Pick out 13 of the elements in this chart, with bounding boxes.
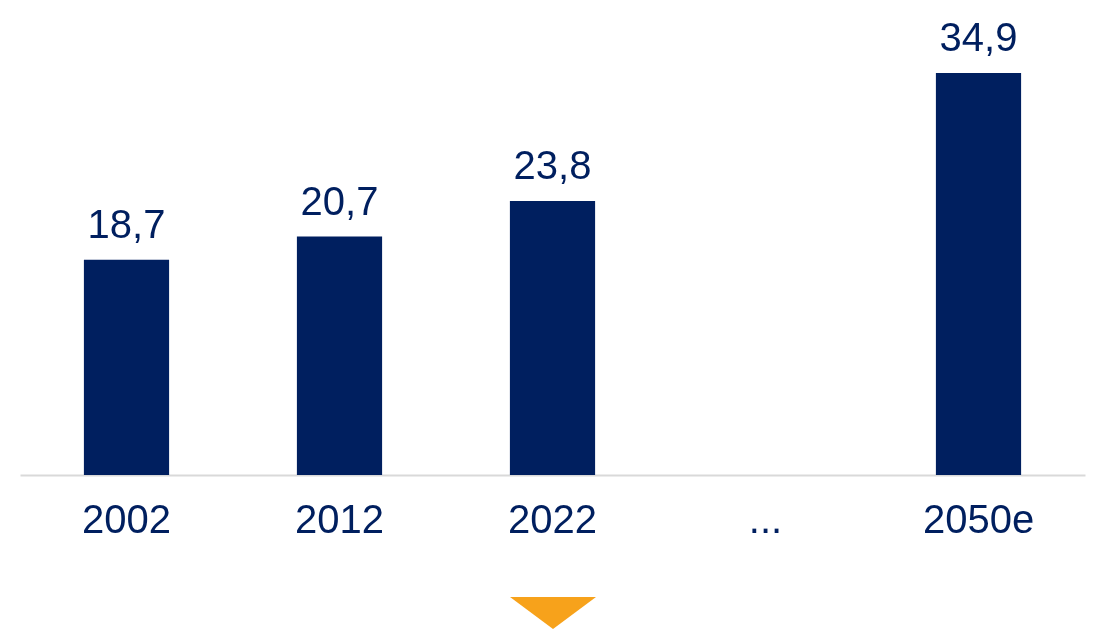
x-tick-label: ... (748, 496, 783, 541)
bar (296, 236, 383, 475)
x-tick-label: 2002 (82, 496, 171, 541)
data-label: 20,7 (300, 178, 379, 223)
data-label: 18,7 (87, 201, 166, 246)
x-tick-label: 2012 (295, 496, 384, 541)
data-label: 23,8 (513, 142, 592, 187)
bar (83, 259, 170, 475)
data-label: 34,9 (939, 15, 1018, 60)
bar (935, 73, 1022, 475)
bar (509, 200, 596, 475)
x-tick-label: 2050e (922, 496, 1035, 541)
x-tick-label: 2022 (508, 496, 597, 541)
